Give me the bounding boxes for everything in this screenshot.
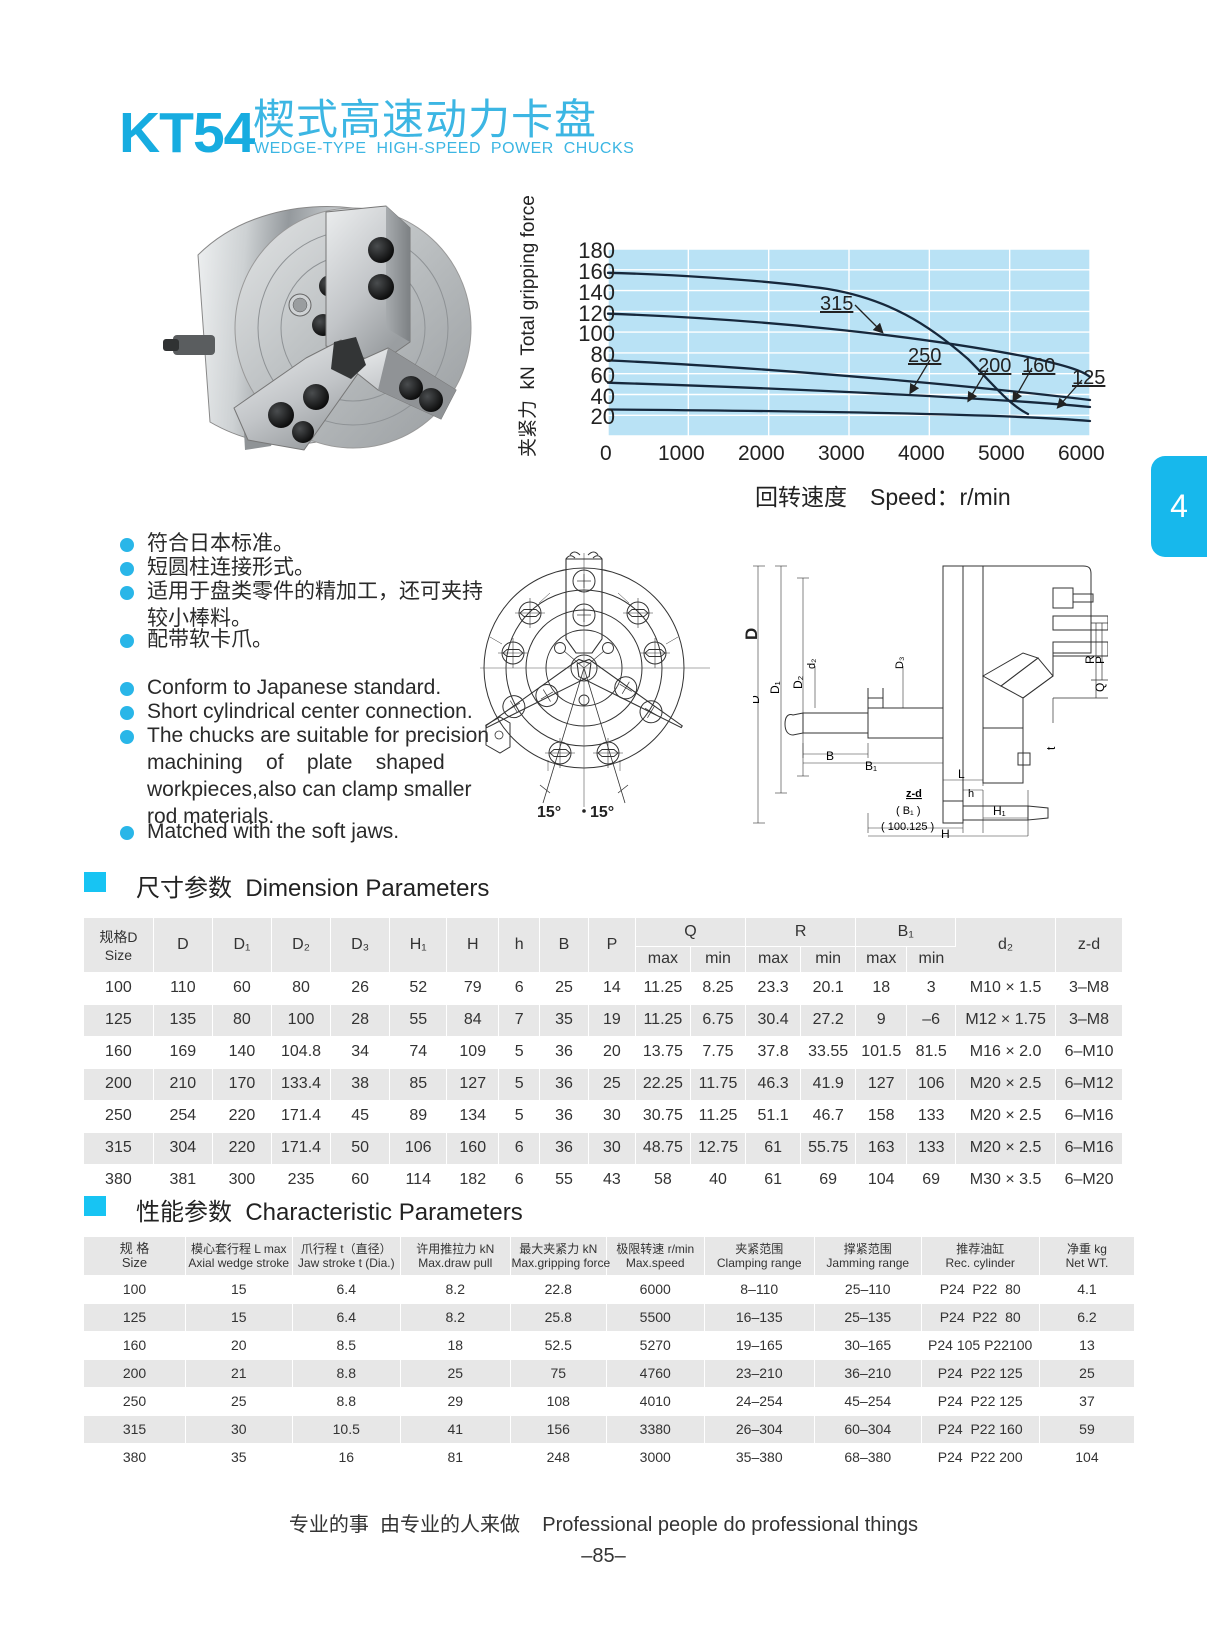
svg-text:( 100.125 ): ( 100.125 ) bbox=[881, 821, 934, 833]
svg-text:D: D bbox=[753, 695, 762, 704]
svg-text:15°: 15° bbox=[590, 804, 614, 821]
svg-text:H: H bbox=[941, 827, 950, 838]
svg-text:R: R bbox=[1083, 655, 1097, 664]
svg-text:H₁: H₁ bbox=[993, 804, 1006, 818]
svg-text:z-d: z-d bbox=[906, 788, 922, 800]
svg-text:D₁: D₁ bbox=[768, 681, 782, 694]
svg-text:h: h bbox=[968, 788, 974, 800]
svg-text:B: B bbox=[826, 749, 834, 763]
svg-text:t: t bbox=[1044, 746, 1058, 750]
svg-text:D₂: D₂ bbox=[791, 675, 805, 689]
svg-text:( B₁ ): ( B₁ ) bbox=[896, 805, 921, 817]
svg-text:Q: Q bbox=[1093, 683, 1107, 692]
svg-text:L: L bbox=[958, 767, 965, 781]
svg-text:d₂: d₂ bbox=[806, 659, 818, 669]
svg-text:15°: 15° bbox=[537, 804, 561, 821]
svg-text:B₁: B₁ bbox=[865, 759, 877, 773]
svg-text:D₃: D₃ bbox=[894, 657, 906, 669]
